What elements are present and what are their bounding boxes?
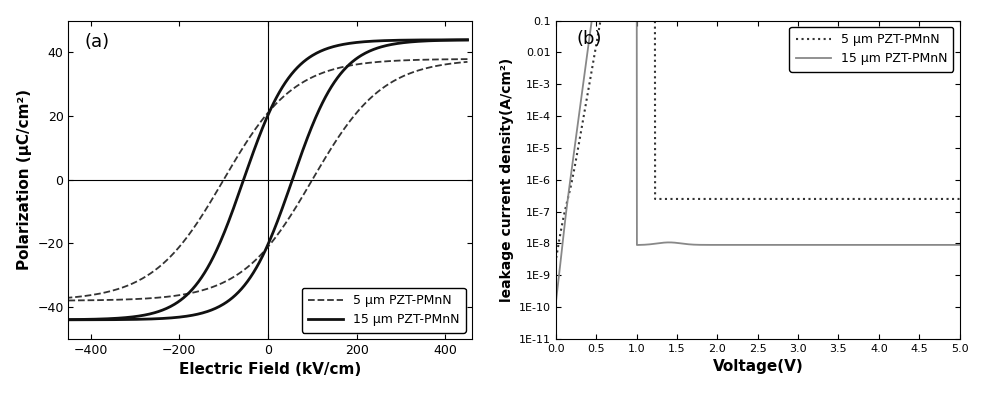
15 μm PZT-PMnN [551,297,562,302]
15 μm PZT-PMnN [953,243,965,247]
15 μm PZT-PMnN [110,317,122,322]
15 μm PZT-PMnN [827,243,839,247]
5 μm PZT-PMnN [827,197,839,201]
15 μm PZT-PMnN [192,312,204,316]
5 μm PZT-PMnN [865,197,877,201]
5 μm PZT-PMnN [873,197,885,201]
5 μm PZT-PMnN [953,197,965,201]
Line: 5 μm PZT-PMnN: 5 μm PZT-PMnN [69,62,468,301]
15 μm PZT-PMnN [221,300,232,305]
15 μm PZT-PMnN [462,37,474,42]
15 μm PZT-PMnN [353,55,364,59]
Y-axis label: Polarization (μC/cm²): Polarization (μC/cm²) [17,89,32,270]
15 μm PZT-PMnN [313,107,325,112]
X-axis label: Voltage(V): Voltage(V) [712,359,803,374]
5 μm PZT-PMnN [551,256,562,260]
5 μm PZT-PMnN [714,197,726,201]
Legend: 5 μm PZT-PMnN, 15 μm PZT-PMnN: 5 μm PZT-PMnN, 15 μm PZT-PMnN [301,288,466,333]
5 μm PZT-PMnN [728,197,740,201]
5 μm PZT-PMnN [221,279,232,283]
Text: (b): (b) [576,30,602,48]
5 μm PZT-PMnN [110,297,122,302]
15 μm PZT-PMnN [63,318,75,322]
Line: 15 μm PZT-PMnN: 15 μm PZT-PMnN [69,40,468,320]
Y-axis label: leakage current density(A/cm²): leakage current density(A/cm²) [499,58,513,302]
5 μm PZT-PMnN [591,36,603,41]
15 μm PZT-PMnN [714,243,726,247]
5 μm PZT-PMnN [63,298,75,303]
5 μm PZT-PMnN [192,289,204,294]
15 μm PZT-PMnN [728,243,740,247]
5 μm PZT-PMnN [313,165,325,170]
Line: 5 μm PZT-PMnN: 5 μm PZT-PMnN [557,0,959,258]
15 μm PZT-PMnN [351,56,362,61]
5 μm PZT-PMnN [353,108,364,113]
5 μm PZT-PMnN [351,111,362,115]
15 μm PZT-PMnN [873,243,885,247]
Line: 15 μm PZT-PMnN: 15 μm PZT-PMnN [557,0,959,300]
15 μm PZT-PMnN [865,243,877,247]
Legend: 5 μm PZT-PMnN, 15 μm PZT-PMnN: 5 μm PZT-PMnN, 15 μm PZT-PMnN [789,27,953,72]
Text: (a): (a) [85,33,109,51]
5 μm PZT-PMnN [462,59,474,64]
X-axis label: Electric Field (kV/cm): Electric Field (kV/cm) [179,362,361,377]
